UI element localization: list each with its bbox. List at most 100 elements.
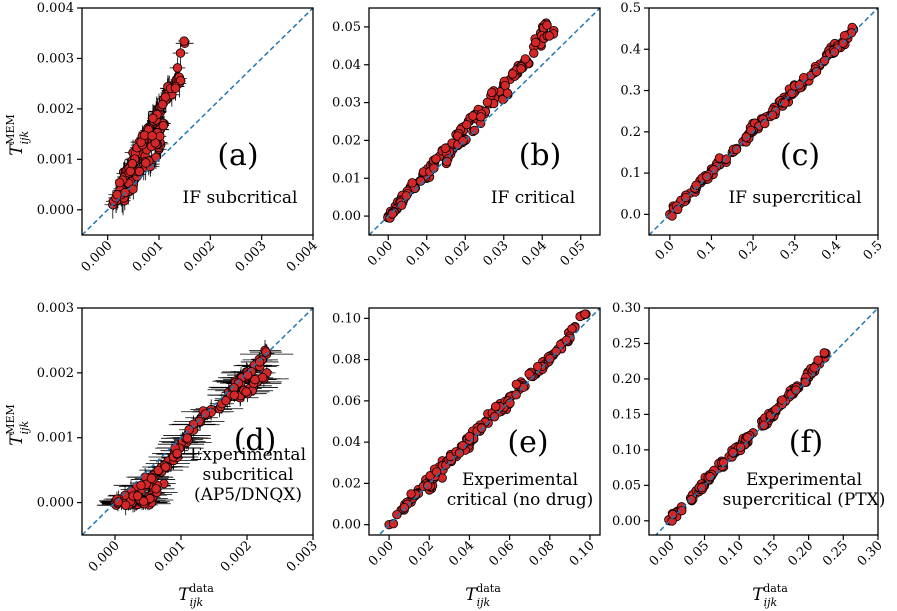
y-tick-label: 0.1 <box>620 166 641 181</box>
plot-area <box>82 8 313 235</box>
x-title-sub: ijk <box>477 596 491 609</box>
data-point <box>158 120 169 131</box>
y-tick-label: 0.3 <box>620 84 641 99</box>
data-point <box>151 484 161 494</box>
x-tick-label: 0.001 <box>130 238 167 275</box>
data-point <box>791 385 801 395</box>
data-point <box>401 191 412 201</box>
panel-annotation: supercritical (PTX) <box>723 490 886 510</box>
x-tick-label: 0.002 <box>218 538 255 575</box>
diagonal-reference-line <box>649 8 878 235</box>
data-point <box>741 132 751 142</box>
y-title-sub: ijk <box>18 420 31 434</box>
panel-annotation: subcritical <box>202 465 293 485</box>
panel-e: 0.00 0.02 0.04 0.06 0.08 0.10 0.00 0.02 0.04 0.06… <box>332 307 601 569</box>
x-tick-label: 0.10 <box>716 538 747 569</box>
data-point <box>132 491 143 501</box>
data-point <box>406 489 416 499</box>
data-point <box>257 372 268 383</box>
y-tick-label: 0.001 <box>37 152 74 167</box>
panel-annotation: IF subcritical <box>183 188 298 208</box>
y-tick-label: 0.06 <box>332 394 361 409</box>
panel-f: 0.000.050.100.150.200.250.300.00 0.05 0.10… <box>612 301 886 569</box>
y-tick-label: 0.15 <box>612 407 641 422</box>
y-tick-label: 0.04 <box>332 435 361 450</box>
data-point <box>505 398 515 408</box>
x-tick-label: 0.15 <box>751 538 782 569</box>
data-point <box>241 387 251 397</box>
y-tick-label: 0.20 <box>612 372 641 387</box>
data-point <box>511 379 522 389</box>
x-tick-label: 0.001 <box>152 538 189 575</box>
data-point <box>396 200 407 210</box>
x-title-sup: data <box>763 582 788 595</box>
data-point <box>487 87 497 98</box>
data-point <box>524 369 534 379</box>
x-tick-label: 0.5 <box>861 238 886 263</box>
data-point <box>491 401 501 412</box>
data-point <box>442 156 452 167</box>
y-tick-label: 0.000 <box>37 496 74 511</box>
data-point <box>112 190 122 200</box>
data-point <box>261 347 271 357</box>
x-tick-label: 0.00 <box>366 538 397 569</box>
data-point <box>147 131 157 141</box>
y-tick-label: 0.00 <box>332 209 361 224</box>
x-title-sub: ijk <box>764 596 778 609</box>
y-title-sup: MEM <box>4 404 17 435</box>
data-point <box>673 204 683 215</box>
x-tick-label: 0.000 <box>79 238 116 275</box>
x-title-sub: ijk <box>190 596 204 609</box>
x-title-base: T <box>178 585 191 605</box>
y-tick-label: 0.04 <box>332 58 361 73</box>
diagonal-reference-line <box>82 308 313 535</box>
x-title-base: T <box>465 585 478 605</box>
data-point <box>407 178 417 188</box>
data-point <box>551 346 561 357</box>
data-point <box>767 110 778 120</box>
y-tick-label: 0.10 <box>332 311 361 326</box>
data-point <box>141 158 151 168</box>
y-tick-label: 0.25 <box>612 336 641 351</box>
x-tick-label: 0.05 <box>557 238 588 269</box>
y-tick-label: 0.08 <box>332 353 361 368</box>
axes-frame <box>81 7 314 236</box>
data-point <box>221 395 231 406</box>
y-title-base: T <box>7 143 27 156</box>
data-point <box>458 136 468 146</box>
y-tick-label: 0.10 <box>612 443 641 458</box>
panel-annotation: critical (no drug) <box>447 490 594 510</box>
x-tick-label: 0.25 <box>820 538 851 569</box>
y-tick-label: 0.02 <box>332 133 361 148</box>
y-tick-label: 0.002 <box>37 102 74 117</box>
diagonal-reference-line <box>377 308 600 535</box>
plot-area <box>649 8 878 235</box>
y-tick-label: 0.05 <box>612 478 641 493</box>
y-title-base: T <box>7 433 27 446</box>
x-tick-label: 0.4 <box>819 238 844 263</box>
x-tick-label: 0.08 <box>527 538 558 569</box>
x-title-sup: data <box>189 582 214 595</box>
data-point <box>813 355 823 365</box>
data-point <box>468 111 478 121</box>
y-axis-title-top: TijkMEM <box>4 114 31 156</box>
x-tick-label: 0.02 <box>442 238 473 269</box>
svg-text:Tijkdata: Tijkdata <box>752 582 788 609</box>
x-tick-label: 0.04 <box>446 538 477 569</box>
data-point <box>819 348 829 358</box>
data-point <box>502 88 513 98</box>
data-point <box>544 31 555 41</box>
x-tick-label: 0.30 <box>855 538 886 569</box>
diagonal-reference-line <box>369 8 600 235</box>
x-tick-label: 0.02 <box>406 538 437 569</box>
data-point <box>561 335 572 345</box>
svg-text:TijkMEM: TijkMEM <box>4 404 31 446</box>
plot-area <box>82 308 313 535</box>
data-point <box>780 98 790 108</box>
panel-a: 0.000 0.001 0.002 0.003 0.004 0.000 0.001 0.002… <box>37 1 321 275</box>
x-tick-label: 0.002 <box>181 238 218 275</box>
x-title-base: T <box>752 585 765 605</box>
data-point <box>254 357 265 367</box>
panel-label: (c) <box>780 138 820 173</box>
x-axis-title-d: Tijkdata <box>178 582 214 609</box>
